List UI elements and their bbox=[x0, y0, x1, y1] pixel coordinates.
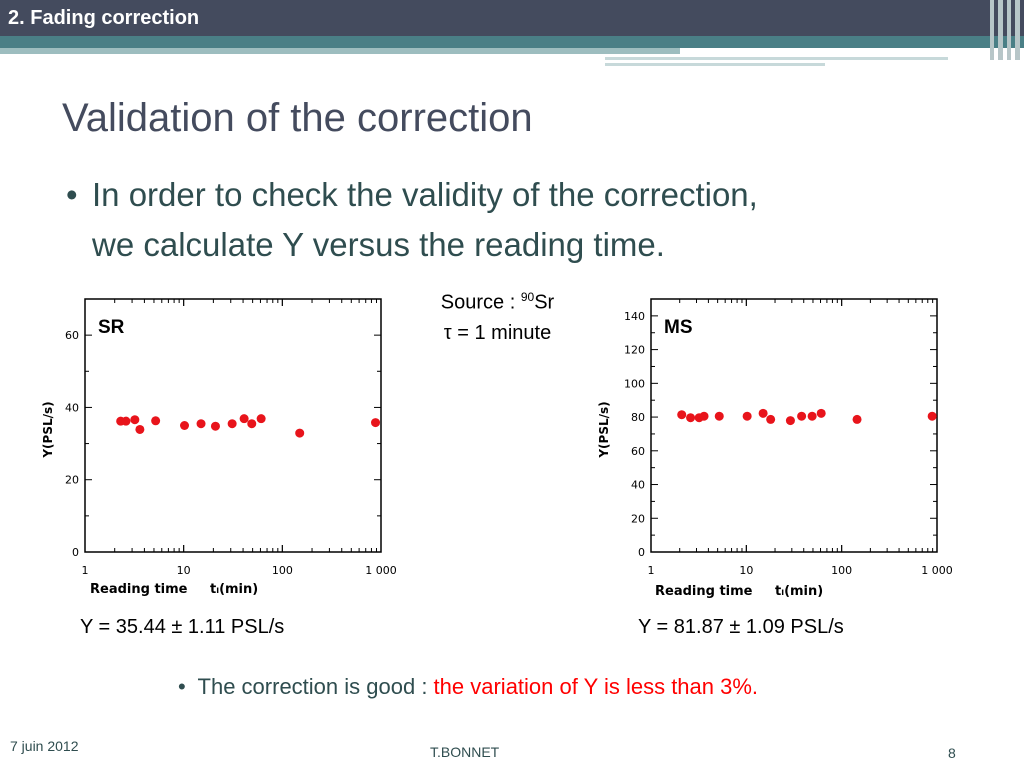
data-point bbox=[227, 419, 237, 429]
x-tick-label: 10 bbox=[739, 564, 753, 577]
x-tick-label: 1 000 bbox=[365, 564, 397, 577]
x-tick-label: 1 bbox=[648, 564, 655, 577]
header-accent-band bbox=[0, 36, 1024, 48]
y-tick-label: 40 bbox=[631, 479, 645, 492]
data-point bbox=[686, 413, 696, 423]
data-point bbox=[758, 408, 768, 418]
data-point bbox=[247, 419, 257, 429]
data-point bbox=[210, 421, 220, 431]
data-point bbox=[816, 408, 826, 418]
data-point bbox=[239, 414, 249, 424]
conclusion-text: The correction is good : bbox=[197, 674, 434, 699]
bullet-line-2: we calculate Y versus the reading time. bbox=[92, 226, 665, 263]
section-title: 2. Fading correction bbox=[8, 7, 200, 29]
tau-value: τ = 1 minute bbox=[443, 321, 552, 344]
header-decor-line bbox=[605, 57, 948, 60]
result-sr: Y = 35.44 ± 1.11 PSL/s bbox=[80, 616, 285, 638]
header-decor-bar bbox=[1007, 0, 1011, 60]
data-point bbox=[742, 411, 752, 421]
header-decor-bar bbox=[1015, 0, 1020, 60]
y-tick-label: 20 bbox=[65, 474, 79, 487]
data-point bbox=[180, 421, 190, 430]
data-point bbox=[371, 418, 381, 428]
x-axis-label: tₗ(min) bbox=[775, 584, 823, 599]
x-axis-prefix: Reading time bbox=[655, 584, 753, 599]
x-tick-label: 100 bbox=[831, 564, 852, 577]
header-decor-bar bbox=[990, 0, 994, 60]
y-tick-label: 0 bbox=[72, 546, 79, 559]
x-axis-label: tₗ(min) bbox=[210, 582, 258, 597]
slide-title: Validation of the correction bbox=[62, 96, 533, 140]
data-point bbox=[766, 414, 776, 424]
y-tick-label: 40 bbox=[65, 401, 79, 414]
x-tick-label: 100 bbox=[272, 564, 293, 577]
y-tick-label: 0 bbox=[638, 546, 645, 559]
y-tick-label: 20 bbox=[631, 512, 645, 525]
isotope-mass: 90 bbox=[520, 290, 535, 304]
header-decor-bar bbox=[998, 0, 1003, 60]
x-tick-label: 10 bbox=[177, 564, 191, 577]
footer-date: 7 juin 2012 bbox=[10, 738, 79, 754]
data-point bbox=[797, 411, 807, 421]
data-point bbox=[121, 416, 131, 426]
page-number: 8 bbox=[948, 745, 956, 761]
y-tick-label: 60 bbox=[631, 445, 645, 458]
y-tick-label: 80 bbox=[631, 411, 645, 424]
plot-frame bbox=[84, 298, 382, 553]
footer-author: T.BONNET bbox=[430, 744, 500, 760]
panel-label: SR bbox=[98, 317, 125, 338]
y-tick-label: 140 bbox=[624, 310, 645, 323]
conclusion-bullet: • The correction is good : the variation… bbox=[178, 674, 758, 700]
data-point bbox=[151, 416, 161, 426]
conclusion-highlight: the variation of Y is less than 3%. bbox=[433, 674, 759, 699]
x-tick-label: 1 bbox=[82, 564, 89, 577]
data-point bbox=[852, 414, 862, 424]
data-point bbox=[130, 415, 140, 425]
bullet-symbol: • bbox=[66, 176, 78, 213]
header-bar: 2. Fading correction bbox=[0, 0, 1024, 36]
chart-ms: 1 10 100 1 000 0 20 40 60 80 100 120 140 Y(PSL/s) Rea… bbox=[597, 298, 953, 599]
data-point bbox=[256, 414, 266, 424]
header-decor-line bbox=[605, 63, 825, 66]
data-point bbox=[927, 411, 937, 421]
data-point bbox=[699, 411, 709, 421]
header-accent-stripe bbox=[0, 48, 680, 54]
result-ms: Y = 81.87 ± 1.09 PSL/s bbox=[638, 616, 844, 638]
panel-label: MS bbox=[664, 317, 693, 338]
data-point bbox=[807, 411, 817, 421]
x-axis-prefix: Reading time bbox=[90, 582, 188, 597]
isotope-name: Sr bbox=[534, 291, 555, 314]
plot-frame bbox=[650, 298, 938, 553]
data-point bbox=[135, 424, 145, 434]
y-tick-label: 60 bbox=[65, 329, 79, 342]
data-point bbox=[677, 410, 687, 420]
y-tick-label: 120 bbox=[624, 344, 645, 357]
data-point bbox=[295, 428, 305, 438]
data-point bbox=[196, 419, 206, 429]
data-point bbox=[714, 411, 724, 421]
source-label: Source : bbox=[440, 291, 521, 314]
bullet-line-1: In order to check the validity of the co… bbox=[92, 176, 758, 213]
y-axis-label: Y(PSL/s) bbox=[597, 401, 611, 458]
x-tick-label: 1 000 bbox=[921, 564, 953, 577]
chart-sr: 1 10 100 1 000 0 20 40 60 Y(PSL/s) Reading time tₗ… bbox=[41, 298, 397, 597]
bullet-symbol: • bbox=[178, 674, 186, 699]
y-axis-label: Y(PSL/s) bbox=[41, 401, 55, 458]
data-point bbox=[785, 416, 795, 426]
y-tick-label: 100 bbox=[624, 377, 645, 390]
source-info: Source : 90Sr τ = 1 minute bbox=[420, 282, 575, 348]
